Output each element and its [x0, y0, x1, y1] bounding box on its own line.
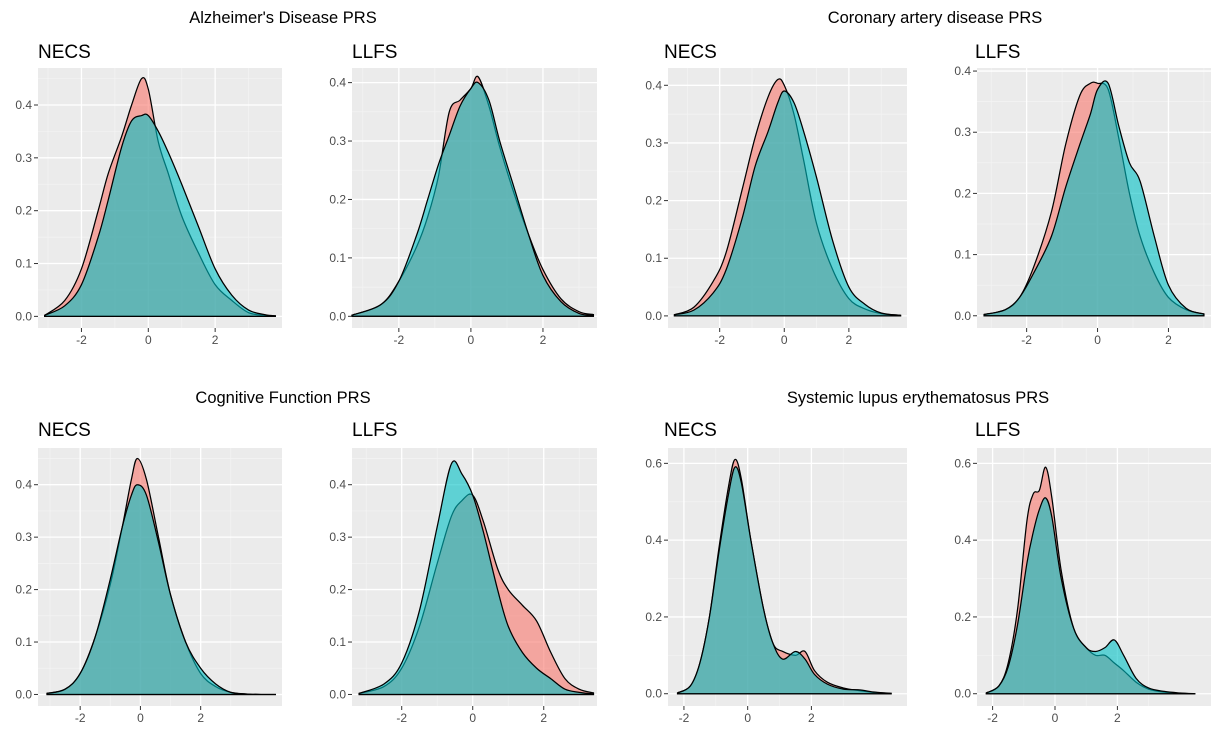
y-tick-label: 0.0 [15, 309, 32, 323]
density-panel-necs: NECS -2 0 2 0.0 0.1 0.2 0.3 0.4 [15, 420, 282, 725]
y-tick-label: 0.2 [15, 204, 32, 218]
y-tick-label: 0.1 [954, 248, 971, 262]
y-tick-label: 0.3 [954, 125, 971, 139]
density-area-series-2 [985, 497, 1196, 695]
y-tick-label: 0.1 [645, 251, 662, 265]
x-tick-label: 2 [846, 333, 853, 347]
y-tick-label: 0.1 [15, 635, 32, 649]
y-tick-label: 0.0 [15, 687, 32, 701]
density-area-series-2 [676, 466, 892, 695]
y-tick-label: 0.4 [954, 533, 971, 547]
panel-title: LLFS [352, 42, 397, 63]
y-tick-label: 0.3 [15, 530, 32, 544]
panel-title: LLFS [352, 420, 397, 441]
x-tick-label: 0 [469, 711, 476, 725]
x-tick-label: 0 [781, 333, 788, 347]
x-tick-label: -2 [396, 711, 407, 725]
x-tick-label: 2 [540, 333, 547, 347]
density-panel-llfs: LLFS -2 0 2 0.0 0.1 0.2 0.3 0.4 [954, 42, 1211, 347]
y-tick-label: 0.2 [329, 192, 346, 206]
y-tick-label: 0.3 [15, 151, 32, 165]
x-tick-label: 2 [197, 711, 204, 725]
y-tick-label: 0.4 [645, 78, 662, 92]
y-tick-label: 0.2 [954, 186, 971, 200]
density-area-series-2 [358, 460, 595, 696]
x-tick-label: -2 [75, 711, 86, 725]
x-tick-label: -2 [714, 333, 725, 347]
x-tick-label: 0 [1052, 711, 1059, 725]
y-tick-label: 0.0 [954, 687, 971, 701]
x-tick-label: 0 [468, 333, 475, 347]
density-panel-necs: NECS -2 0 2 0.0 0.2 0.4 0.6 [645, 420, 907, 725]
y-tick-label: 0.4 [645, 533, 662, 547]
y-tick-label: 0.4 [329, 76, 346, 90]
x-tick-label: 2 [1165, 333, 1172, 347]
density-area-series-2 [46, 484, 276, 696]
density-area-series-2 [673, 90, 902, 317]
y-tick-label: 0.0 [329, 687, 346, 701]
y-tick-label: 0.4 [15, 98, 32, 112]
x-tick-label: 2 [1114, 711, 1121, 725]
x-tick-label: 2 [212, 333, 219, 347]
x-tick-label: 2 [540, 711, 547, 725]
group-title: Alzheimer's Disease PRS [189, 9, 376, 27]
panel-title: LLFS [975, 420, 1020, 441]
x-tick-label: 0 [137, 711, 144, 725]
y-tick-label: 0.2 [15, 583, 32, 597]
density-panel-llfs: LLFS -2 0 2 0.0 0.2 0.4 0.6 [954, 420, 1211, 725]
x-tick-label: 0 [145, 333, 152, 347]
y-tick-label: 0.3 [645, 136, 662, 150]
figure-group-2: Coronary artery disease PRS NECS -2 0 2 0.0 0.… [645, 9, 1211, 347]
y-tick-label: 0.1 [329, 251, 346, 265]
y-tick-label: 0.1 [15, 257, 32, 271]
density-area-series-2 [351, 81, 595, 317]
panel-title: LLFS [975, 42, 1020, 63]
x-tick-label: 2 [808, 711, 815, 725]
x-tick-label: -2 [394, 333, 405, 347]
y-tick-label: 0.4 [954, 64, 971, 78]
x-tick-label: -2 [1021, 333, 1032, 347]
x-tick-label: -2 [987, 711, 998, 725]
y-tick-label: 0.4 [329, 478, 346, 492]
density-area-series-2 [44, 113, 276, 317]
group-title: Systemic lupus erythematosus PRS [787, 389, 1049, 407]
figure-group-4: Systemic lupus erythematosus PRS NECS -2 0 2… [645, 389, 1211, 725]
figure-group-1: Alzheimer's Disease PRS NECS -2 0 2 0.0 0.1 0.2… [15, 9, 597, 347]
x-tick-label: 0 [744, 711, 751, 725]
group-title: Cognitive Function PRS [195, 389, 370, 407]
x-tick-label: 0 [1094, 333, 1101, 347]
panel-title: NECS [38, 420, 91, 441]
panel-title: NECS [664, 420, 717, 441]
y-tick-label: 0.0 [954, 309, 971, 323]
panel-title: NECS [664, 42, 717, 63]
y-tick-label: 0.3 [329, 134, 346, 148]
group-title: Coronary artery disease PRS [828, 9, 1043, 27]
density-area-series-2 [983, 80, 1205, 317]
density-panel-necs: NECS -2 0 2 0.0 0.1 0.2 0.3 0.4 [15, 42, 282, 347]
y-tick-label: 0.6 [645, 456, 662, 470]
y-tick-label: 0.2 [329, 583, 346, 597]
density-panel-llfs: LLFS -2 0 2 0.0 0.1 0.2 0.3 0.4 [329, 420, 597, 725]
y-tick-label: 0.4 [15, 478, 32, 492]
x-tick-label: -2 [76, 333, 87, 347]
density-panel-llfs: LLFS -2 0 2 0.0 0.1 0.2 0.3 0.4 [329, 42, 597, 347]
y-tick-label: 0.0 [645, 687, 662, 701]
panel-title: NECS [38, 42, 91, 63]
y-tick-label: 0.0 [645, 309, 662, 323]
x-tick-label: -2 [679, 711, 690, 725]
y-tick-label: 0.6 [954, 456, 971, 470]
y-tick-label: 0.0 [329, 309, 346, 323]
y-tick-label: 0.3 [329, 530, 346, 544]
y-tick-label: 0.2 [645, 610, 662, 624]
y-tick-label: 0.1 [329, 635, 346, 649]
density-panel-necs: NECS -2 0 2 0.0 0.1 0.2 0.3 0.4 [645, 42, 907, 347]
y-tick-label: 0.2 [645, 194, 662, 208]
y-tick-label: 0.2 [954, 610, 971, 624]
figure-group-3: Cognitive Function PRS NECS -2 0 2 0.0 0.1 0.2 0… [15, 389, 597, 725]
